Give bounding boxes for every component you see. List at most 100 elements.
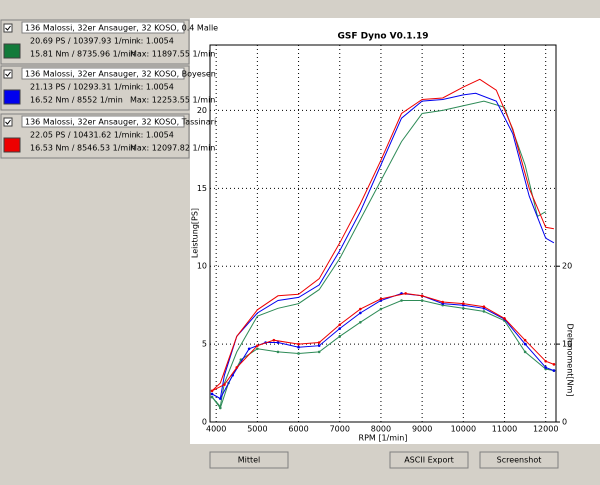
torque-point	[338, 335, 342, 338]
torque-point	[420, 294, 424, 298]
button-label[interactable]: ASCII Export	[404, 456, 454, 465]
max-stat: Max: 11897.55 1/min	[130, 50, 215, 59]
torque-stat: 15.81 Nm / 8735.96 1/min	[30, 50, 136, 59]
torque-point	[359, 311, 362, 315]
x-axis-label: RPM [1/min]	[359, 434, 408, 443]
torque-point	[210, 392, 214, 396]
color-swatch[interactable]	[3, 89, 21, 105]
check-mark	[5, 119, 11, 125]
torque-point	[256, 344, 259, 347]
torque-point	[552, 369, 556, 372]
torque-point	[317, 341, 321, 344]
checkbox[interactable]	[3, 23, 13, 33]
x-tick-label: 6000	[288, 425, 308, 434]
torque-stat: 16.52 Nm / 8552 1/min	[30, 96, 123, 105]
k-stat: k: 1.0054	[136, 37, 174, 46]
torque-point	[247, 347, 251, 351]
torque-point	[420, 299, 424, 302]
checkbox[interactable]	[3, 117, 13, 127]
torque-point	[359, 320, 362, 324]
y2-tick-label: 20	[562, 262, 572, 271]
name-box	[21, 115, 185, 128]
button[interactable]	[479, 451, 559, 469]
torque-point	[482, 305, 486, 309]
torque-point	[297, 352, 300, 355]
torque-point	[276, 341, 280, 344]
y-tick-label: 20	[197, 106, 207, 115]
name-box	[21, 21, 185, 34]
torque-point	[297, 345, 300, 349]
torque-point	[338, 323, 342, 326]
torque-point	[462, 302, 465, 305]
checkbox[interactable]	[3, 69, 13, 79]
x-tick-label: 10000	[451, 425, 476, 434]
torque-point	[379, 307, 383, 311]
button[interactable]	[209, 451, 289, 469]
torque-point	[235, 366, 239, 369]
y-tick-label: 10	[197, 262, 207, 271]
k-stat: k: 1.0054	[136, 131, 174, 140]
torque-point	[523, 338, 527, 342]
chart-area	[190, 18, 600, 444]
torque-point	[210, 395, 214, 399]
color-swatch[interactable]	[3, 137, 21, 153]
x-tick-label: 11000	[492, 425, 517, 434]
torque-point	[544, 359, 548, 363]
torque-point	[210, 389, 214, 393]
torque-line	[211, 292, 555, 400]
check-mark	[5, 71, 11, 77]
torque-point	[338, 327, 342, 330]
torque-point	[297, 342, 300, 346]
x-tick-label: 5000	[247, 425, 267, 434]
power-line	[211, 92, 555, 400]
torque-point	[256, 347, 259, 351]
power-stat: 21.13 PS / 10293.31 1/min	[30, 83, 137, 92]
color-swatch[interactable]	[3, 43, 21, 59]
max-stat: Max: 12253.55 1/min	[130, 96, 215, 105]
power-stat: 22.05 PS / 10431.62 1/min	[30, 131, 137, 140]
torque-point	[523, 350, 527, 354]
y-axis-label: Leistung[PS]	[191, 208, 200, 258]
torque-point	[317, 350, 321, 354]
torque-point	[272, 338, 276, 342]
torque-point	[544, 366, 548, 369]
x-tick-label: 12000	[533, 425, 558, 434]
chart-title: GSF Dyno V0.1.19	[337, 32, 428, 42]
x-tick-label: 8000	[371, 425, 391, 434]
y-tick-label: 0	[202, 418, 207, 427]
x-tick-label: 4000	[206, 425, 226, 434]
torque-point	[503, 317, 506, 320]
y2-tick-label: 10	[562, 340, 572, 349]
torque-point	[379, 297, 383, 301]
run-name: 136 Malossi, 32er Ansauger, 32 KOSO, Tas…	[25, 118, 216, 127]
y-tick-label: 5	[202, 340, 207, 349]
torque-point	[218, 397, 222, 400]
torque-point	[400, 299, 403, 302]
power-line	[211, 78, 554, 392]
max-stat: Max: 12097.82 1/min	[130, 144, 215, 153]
power-line	[211, 100, 546, 408]
y2-axis-label: Drehmoment[Nm]	[566, 324, 575, 397]
torque-point	[482, 310, 486, 313]
torque-point	[441, 300, 445, 304]
run-name: 136 Malossi, 32er Ansauger, 32 KOSO, Boy…	[25, 70, 216, 79]
button-label[interactable]: Screenshot	[497, 456, 542, 465]
torque-point	[223, 383, 226, 386]
k-stat: k: 1.0054	[136, 83, 174, 92]
button[interactable]	[389, 451, 469, 469]
torque-point	[523, 342, 527, 346]
torque-point	[462, 306, 465, 310]
torque-point	[404, 292, 407, 295]
y-tick-label: 15	[197, 184, 207, 193]
torque-point	[276, 350, 280, 354]
torque-stat: 16.53 Nm / 8546.53 1/min	[30, 144, 136, 153]
power-stat: 20.69 PS / 10397.93 1/min	[30, 37, 137, 46]
torque-point	[359, 307, 362, 311]
name-box	[21, 67, 185, 80]
x-tick-label: 7000	[330, 425, 350, 434]
button-label[interactable]: Mittel	[238, 456, 261, 465]
torque-point	[317, 344, 321, 347]
y2-tick-label: 0	[562, 418, 567, 427]
